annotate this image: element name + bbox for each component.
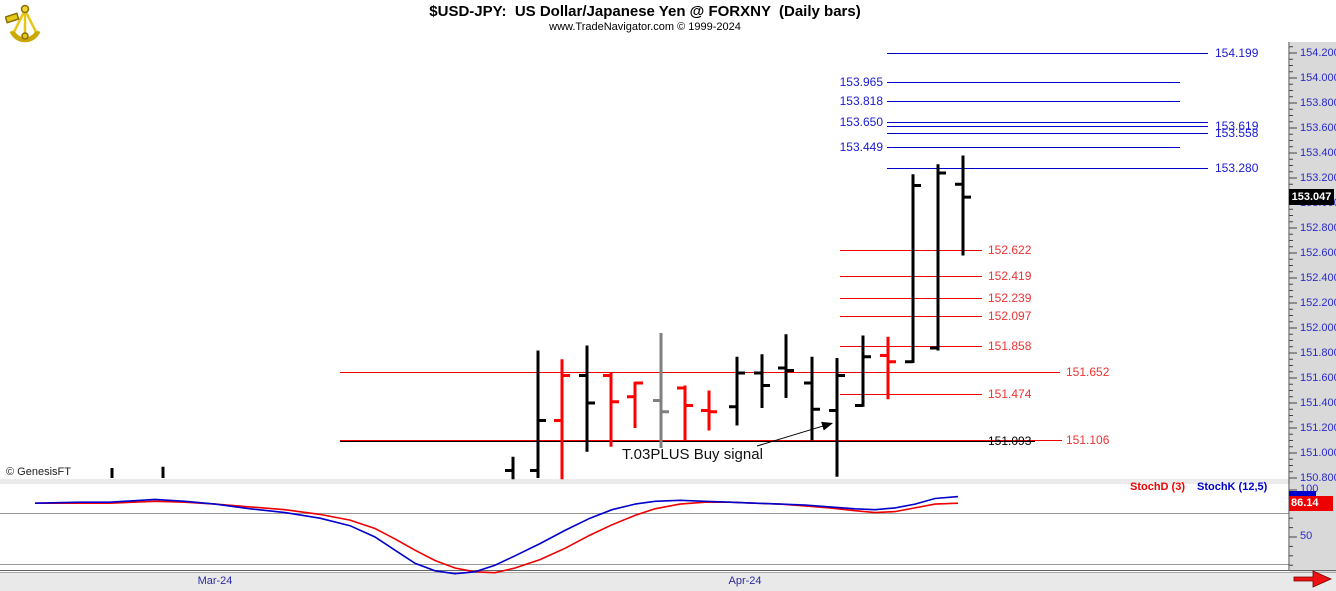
price-level-label-red[interactable]: 152.419 — [988, 268, 1032, 283]
price-axis-tick-label: 150.800 — [1300, 471, 1336, 484]
price-level-line-red[interactable] — [340, 439, 1062, 441]
price-level-label-red[interactable]: 151.106 — [1066, 432, 1110, 447]
price-axis-tick-label: 151.200 — [1300, 421, 1336, 434]
buy-signal-annotation: T.03PLUS Buy signal — [622, 446, 763, 463]
price-level-line-blue[interactable] — [887, 82, 1180, 84]
price-level-label-blue[interactable]: 154.199 — [1215, 46, 1259, 61]
price-level-label-blue[interactable]: 153.449 — [839, 139, 883, 154]
price-level-label-red[interactable]: 151.858 — [988, 338, 1032, 353]
stochd-value-badge: 86.14 — [1289, 496, 1333, 511]
stochk-value-badge — [1289, 491, 1316, 496]
chart-title: $USD-JPY: US Dollar/Japanese Yen @ FORXN… — [429, 3, 861, 20]
price-level-line-blue[interactable] — [887, 100, 1180, 102]
price-level-line-blue[interactable] — [887, 146, 1180, 148]
chart-subtitle: www.TradeNavigator.com © 1999-2024 — [549, 21, 741, 33]
price-level-line-blue[interactable] — [887, 53, 1208, 55]
price-level-label-red[interactable]: 151.652 — [1066, 364, 1110, 379]
price-axis-tick-label: 152.000 — [1300, 321, 1336, 334]
price-axis-column — [1290, 42, 1336, 573]
price-axis-tick-label: 151.800 — [1300, 346, 1336, 359]
genesis-copyright: © GenesisFT — [6, 466, 71, 478]
price-level-label-blue[interactable]: 153.558 — [1215, 126, 1259, 141]
price-level-line-red[interactable] — [840, 345, 982, 347]
price-level-line-black[interactable] — [340, 441, 1035, 443]
price-level-label-red[interactable]: 152.097 — [988, 308, 1032, 323]
price-level-line-blue[interactable] — [887, 125, 1208, 127]
price-axis-tick-label: 152.600 — [1300, 246, 1336, 259]
price-level-label-red[interactable]: 152.239 — [988, 291, 1032, 306]
price-axis-tick-label: 151.000 — [1300, 446, 1336, 459]
price-axis-tick-label: 153.400 — [1300, 146, 1336, 159]
price-level-label-blue[interactable]: 153.619 — [1215, 118, 1259, 133]
scroll-right-arrow[interactable] — [1290, 570, 1336, 590]
date-label: Mar-24 — [197, 575, 233, 587]
chart-header: $USD-JPY: US Dollar/Japanese Yen @ FORXN… — [0, 3, 1290, 33]
price-axis-tick-label: 153.800 — [1300, 96, 1336, 109]
price-axis-tick-label: 151.400 — [1300, 396, 1336, 409]
price-level-line-red[interactable] — [340, 371, 1060, 373]
price-level-line-red[interactable] — [840, 250, 982, 252]
stochk-legend[interactable]: StochK (12,5) — [1197, 481, 1268, 493]
price-axis-tick-label: 154.200 — [1300, 46, 1336, 59]
price-axis-tick-label: 152.800 — [1300, 221, 1336, 234]
price-level-label-black[interactable]: 151.093 — [988, 434, 1032, 449]
price-axis-tick-label: 152.400 — [1300, 271, 1336, 284]
price-axis-tick-label: 151.600 — [1300, 371, 1336, 384]
price-level-line-red[interactable] — [840, 275, 982, 277]
date-label: Apr-24 — [728, 575, 762, 587]
price-level-label-blue[interactable]: 153.818 — [839, 93, 883, 108]
price-axis-tick-label: 153.200 — [1300, 171, 1336, 184]
price-level-line-red[interactable] — [840, 315, 982, 317]
price-level-label-blue[interactable]: 153.280 — [1215, 161, 1259, 175]
stoch-gridline — [0, 512, 1289, 514]
sextant-icon — [4, 2, 45, 49]
price-level-line-blue[interactable] — [887, 133, 1208, 135]
panel-bottom-border-light — [0, 572, 1336, 573]
price-level-line-red[interactable] — [840, 393, 982, 395]
price-level-label-red[interactable]: 152.622 — [988, 243, 1032, 258]
price-level-line-blue[interactable] — [887, 168, 1208, 169]
price-axis-tick-label: 153.600 — [1300, 121, 1336, 134]
date-axis-strip — [0, 573, 1336, 591]
last-price-badge: 153.047 — [1289, 189, 1334, 205]
price-axis-tick-label: 154.000 — [1300, 71, 1336, 84]
price-level-label-red[interactable]: 151.474 — [988, 386, 1032, 401]
stochd-legend[interactable]: StochD (3) — [1130, 481, 1185, 493]
stoch-axis-tick-label: 50 — [1300, 530, 1313, 542]
price-level-line-blue[interactable] — [887, 121, 1208, 123]
price-level-label-blue[interactable]: 153.650 — [839, 114, 883, 129]
panel-bottom-border — [0, 570, 1336, 571]
price-level-label-blue[interactable]: 153.965 — [839, 75, 883, 90]
price-level-line-red[interactable] — [840, 298, 982, 300]
price-axis-tick-label: 152.200 — [1300, 296, 1336, 309]
stoch-gridline — [0, 564, 1289, 566]
panel-separator — [0, 479, 1290, 484]
